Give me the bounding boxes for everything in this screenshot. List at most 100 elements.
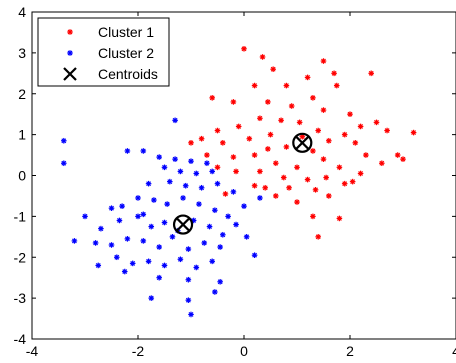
cluster-2-point — [156, 244, 162, 250]
cluster-2-point — [61, 160, 67, 167]
cluster-2-point — [198, 184, 205, 191]
cluster-1-point — [296, 119, 303, 126]
legend-box — [37, 17, 170, 87]
cluster-2-point — [129, 260, 136, 267]
cluster-1-point — [368, 70, 374, 77]
x-tick-label: 0 — [240, 343, 248, 359]
cluster-2-point — [114, 254, 120, 261]
cluster-1-point — [320, 156, 327, 162]
cluster-1-point — [394, 152, 401, 158]
cluster-2-point — [257, 195, 263, 201]
cluster-2-point — [188, 311, 194, 318]
cluster-1-point — [214, 164, 221, 171]
cluster-1-point — [233, 168, 239, 175]
cluster-2-point — [206, 223, 213, 230]
cluster-1-point — [320, 107, 327, 113]
legend-marker — [67, 29, 73, 35]
cluster-2-point — [151, 197, 157, 203]
cluster-1-point — [310, 95, 316, 101]
cluster-2-point — [188, 158, 194, 164]
cluster-2-point — [193, 170, 200, 177]
cluster-2-point — [220, 231, 226, 238]
cluster-1-point — [265, 99, 271, 105]
cluster-2-point — [71, 238, 78, 244]
cluster-1-point — [326, 137, 332, 144]
cluster-2-point — [209, 168, 215, 175]
cluster-1-point — [294, 164, 300, 171]
cluster-1-point — [288, 103, 295, 109]
cluster-2-point — [82, 213, 88, 220]
cluster-1-point — [384, 127, 390, 134]
cluster-1-point — [379, 160, 385, 167]
legend-marker — [63, 67, 77, 81]
legend-label: Cluster 2 — [98, 45, 154, 61]
cluster-2-point — [185, 276, 192, 283]
cluster-2-point — [196, 201, 202, 207]
cluster-1-point — [278, 117, 284, 124]
cluster-1-point — [326, 193, 332, 199]
y-tick-label: 4 — [18, 4, 26, 20]
cluster-2-point — [212, 207, 218, 214]
cluster-2-point — [121, 268, 128, 275]
legend-marker — [67, 50, 73, 56]
cluster-2-point — [108, 242, 115, 248]
cluster-2-point — [185, 297, 192, 303]
cluster-1-point — [333, 82, 340, 89]
cluster-2-point — [156, 274, 162, 281]
cluster-1-point — [251, 182, 258, 189]
cluster-1-point — [188, 140, 194, 146]
cluster-1-point — [347, 111, 353, 117]
cluster-1-point — [222, 191, 229, 197]
cluster-2-point — [217, 278, 223, 285]
cluster-2-point — [214, 180, 221, 187]
cluster-2-point — [148, 295, 155, 301]
cluster-2-point — [145, 180, 152, 187]
cluster-2-point — [172, 117, 178, 124]
cluster-1-point — [214, 127, 221, 134]
cluster-2-point — [135, 213, 141, 220]
cluster-1-point — [299, 133, 306, 140]
cluster-1-point — [257, 115, 263, 122]
cluster-2-point — [243, 234, 250, 240]
cluster-2-point — [185, 246, 192, 252]
cluster-2-point — [161, 262, 168, 269]
cluster-1-point — [273, 193, 279, 199]
cluster-1-point — [262, 184, 268, 191]
cluster-2-point — [61, 137, 67, 144]
cluster-2-point — [140, 148, 147, 154]
cluster-2-point — [182, 182, 189, 189]
y-tick-label: -2 — [14, 249, 27, 265]
cluster-2-point — [135, 195, 141, 201]
cluster-2-point — [119, 203, 125, 209]
cluster-2-point — [140, 238, 147, 244]
y-tick-label: 3 — [18, 45, 26, 61]
legend-label: Cluster 1 — [98, 24, 154, 40]
cluster-2-point — [124, 236, 131, 242]
cluster-1-point — [323, 174, 329, 181]
cluster-2-point — [233, 221, 239, 228]
cluster-2-point — [92, 240, 99, 246]
cluster-1-point — [304, 74, 311, 81]
cluster-1-point — [220, 140, 226, 146]
data-points — [61, 45, 417, 318]
x-tick-label: 4 — [452, 343, 456, 359]
cluster-1-point — [341, 131, 348, 138]
cluster-1-point — [310, 148, 316, 154]
cluster-2-point — [212, 289, 218, 295]
cluster-1-point — [315, 127, 321, 134]
cluster-1-point — [363, 152, 369, 158]
cluster-1-point — [410, 129, 417, 136]
y-tick-label: -4 — [14, 331, 27, 347]
cluster-1-point — [273, 160, 279, 167]
y-tick-label: 1 — [18, 127, 26, 143]
cluster-1-point — [204, 152, 210, 158]
cluster-1-point — [230, 154, 237, 160]
cluster-1-point — [241, 45, 247, 52]
y-tick-label: -1 — [14, 208, 27, 224]
cluster-1-point — [336, 164, 343, 171]
cluster-1-point — [257, 168, 263, 175]
cluster-2-point — [177, 256, 184, 263]
cluster-2-point — [169, 234, 176, 240]
cluster-1-point — [198, 135, 205, 142]
